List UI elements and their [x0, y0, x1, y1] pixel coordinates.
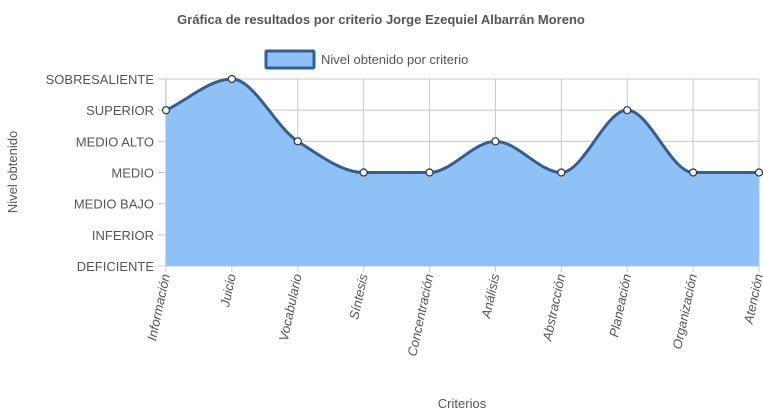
- y-tick-label: MEDIO BAJO: [74, 197, 154, 212]
- legend-label: Nivel obtenido por criterio: [321, 52, 468, 67]
- x-tick-label: Organización: [669, 273, 700, 351]
- data-point[interactable]: [754, 168, 763, 177]
- data-point[interactable]: [623, 106, 632, 115]
- series-area: [166, 79, 759, 266]
- y-tick-label: DEFICIENTE: [77, 259, 155, 274]
- data-point[interactable]: [227, 74, 236, 84]
- x-tick-label: Atención: [741, 273, 763, 327]
- legend-swatch: [264, 49, 316, 70]
- series-line: [165, 77, 759, 175]
- x-axis-label: Criterios: [438, 396, 487, 411]
- data-point[interactable]: [359, 168, 368, 177]
- data-point[interactable]: [491, 137, 500, 146]
- y-axis-label: Nivel obtenido: [5, 131, 20, 213]
- data-point[interactable]: [161, 106, 171, 115]
- x-tick-label: Vocabulario: [276, 273, 305, 343]
- data-points: [161, 74, 763, 177]
- x-tick-label: Planeación: [606, 273, 634, 339]
- y-tick-label: SUPERIOR: [86, 103, 154, 118]
- x-tick-label: Síntesis: [346, 272, 370, 321]
- y-tick-labels: DEFICIENTE INFERIOR MEDIO BAJO MEDIO MEDIO A…: [46, 72, 155, 274]
- x-tick-label: Análisis: [478, 272, 502, 320]
- y-tick-label: SOBRESALIENTE: [46, 72, 155, 87]
- x-tick-label: Abstracción: [539, 273, 568, 344]
- x-tick-labels: Información Juicio Vocabulario Síntesis Conc…: [144, 272, 763, 358]
- x-tick-label: Juicio: [217, 273, 239, 310]
- data-point[interactable]: [293, 137, 302, 146]
- data-point[interactable]: [557, 168, 566, 177]
- y-tick-label: INFERIOR: [92, 228, 154, 243]
- x-tick-label: Concentración: [404, 273, 436, 358]
- data-point[interactable]: [425, 168, 434, 177]
- data-point[interactable]: [689, 168, 698, 177]
- y-tick-label: MEDIO ALTO: [76, 134, 154, 149]
- x-tick-label: Información: [144, 273, 173, 343]
- chart-title: Gráfica de resultados por criterio Jorge…: [177, 12, 585, 27]
- y-tick-label: MEDIO: [111, 166, 154, 181]
- legend[interactable]: Nivel obtenido por criterio: [264, 49, 468, 70]
